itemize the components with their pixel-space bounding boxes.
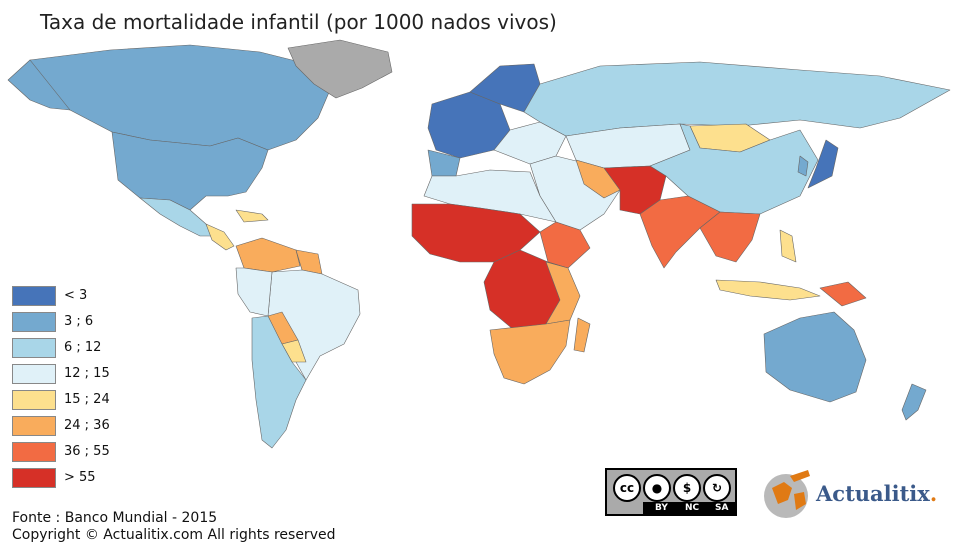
region-central-america bbox=[205, 223, 235, 251]
region-horn-of-africa bbox=[539, 221, 591, 269]
region-canada bbox=[19, 44, 331, 151]
region-argentina bbox=[251, 315, 307, 449]
brand-dot: . bbox=[929, 481, 938, 506]
region-venezuela-colombia bbox=[235, 237, 301, 273]
legend-swatch bbox=[12, 468, 56, 488]
region-philippines bbox=[779, 229, 797, 263]
cc-label-by: BY bbox=[655, 503, 668, 513]
brand-name: Actualitix bbox=[816, 481, 930, 506]
cc-label-nc: NC bbox=[685, 503, 700, 513]
region-peru bbox=[235, 267, 273, 317]
brand-logo: Actualitix. bbox=[760, 462, 960, 522]
legend-swatch bbox=[12, 442, 56, 462]
legend-swatch bbox=[12, 312, 56, 332]
source-note: Fonte : Banco Mundial - 2015 bbox=[12, 510, 218, 526]
legend-label: 36 ; 55 bbox=[64, 444, 110, 459]
region-japan bbox=[807, 139, 839, 189]
region-southern-africa bbox=[489, 319, 571, 385]
legend-label: 6 ; 12 bbox=[64, 340, 102, 355]
map-title: Taxa de mortalidade infantil (por 1000 n… bbox=[40, 10, 557, 34]
by-icon: ● bbox=[643, 474, 671, 502]
legend-swatch bbox=[12, 364, 56, 384]
legend-label: 15 ; 24 bbox=[64, 392, 110, 407]
region-papua bbox=[819, 281, 867, 307]
region-madagascar bbox=[573, 317, 591, 353]
region-mexico bbox=[139, 197, 213, 237]
region-greenland bbox=[287, 39, 393, 99]
region-korea bbox=[797, 155, 809, 177]
nc-icon: $ bbox=[673, 474, 701, 502]
cc-license-badge: cc ● $ ↻ BY NC SA bbox=[605, 468, 737, 516]
legend-label: < 3 bbox=[64, 288, 88, 303]
legend-label: 12 ; 15 bbox=[64, 366, 110, 381]
region-indonesia bbox=[715, 279, 821, 301]
legend-swatch bbox=[12, 416, 56, 436]
cc-icon: cc bbox=[613, 474, 641, 502]
legend-label: 3 ; 6 bbox=[64, 314, 94, 329]
copyright-note: Copyright © Actualitix.com All rights re… bbox=[12, 527, 336, 543]
region-alaska bbox=[7, 59, 71, 111]
region-southeast-asia bbox=[699, 211, 761, 263]
legend-swatch bbox=[12, 390, 56, 410]
legend-swatch bbox=[12, 338, 56, 358]
globe-icon bbox=[764, 470, 810, 518]
legend-label: > 55 bbox=[64, 470, 96, 485]
region-usa bbox=[111, 131, 269, 211]
region-iran bbox=[575, 159, 621, 199]
legend-swatch bbox=[12, 286, 56, 306]
region-caribbean bbox=[235, 209, 269, 223]
region-new-zealand bbox=[901, 383, 927, 421]
legend-label: 24 ; 36 bbox=[64, 418, 110, 433]
sa-icon: ↻ bbox=[703, 474, 731, 502]
region-australia bbox=[763, 311, 867, 403]
cc-label-strip: BY NC SA bbox=[643, 502, 735, 514]
cc-label-sa: SA bbox=[715, 503, 729, 513]
world-map bbox=[7, 39, 951, 449]
